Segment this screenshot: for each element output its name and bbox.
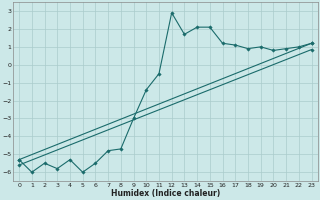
X-axis label: Humidex (Indice chaleur): Humidex (Indice chaleur) [111, 189, 220, 198]
